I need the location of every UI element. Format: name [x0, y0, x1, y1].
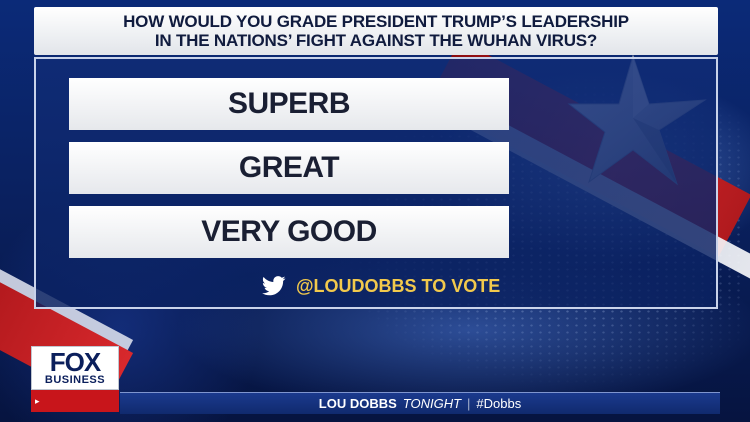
poll-option-label: SUPERB	[227, 87, 351, 120]
twitter-bird-icon	[262, 276, 286, 296]
show-subtitle: TONIGHT	[402, 396, 462, 411]
logo-wordmark: FOX BUSINESS	[31, 346, 119, 390]
poll-option-label: GREAT	[238, 151, 340, 184]
play-arrow-icon: ▸	[35, 395, 40, 406]
ticker-separator: |	[467, 396, 471, 411]
vote-handle-text: @LOUDOBBS TO VOTE	[296, 275, 501, 296]
poll-question: HOW WOULD YOU GRADE PRESIDENT TRUMP’S LE…	[34, 7, 718, 55]
poll-question-line1: HOW WOULD YOU GRADE PRESIDENT TRUMP’S LE…	[123, 12, 629, 31]
vote-call-to-action: @LOUDOBBS TO VOTE	[262, 274, 500, 298]
poll-question-line2: IN THE NATIONS’ FIGHT AGAINST THE WUHAN …	[154, 31, 598, 50]
poll-option-great: GREAT	[69, 142, 509, 194]
show-hashtag: #Dobbs	[476, 396, 522, 411]
logo-fox-text: FOX	[49, 347, 101, 377]
show-ticker: LOU DOBBS TONIGHT | #Dobbs	[120, 392, 720, 414]
poll-option-label: VERY GOOD	[201, 215, 377, 248]
poll-option-superb: SUPERB	[69, 78, 509, 130]
logo-business-text: BUSINESS	[44, 374, 106, 386]
logo-live-bug: ▸	[31, 390, 119, 412]
show-name: LOU DOBBS	[318, 396, 397, 411]
poll-option-very-good: VERY GOOD	[69, 206, 509, 258]
poll-panel: SUPERB GREAT VERY GOOD @LOUDOBBS TO VOTE	[34, 57, 718, 309]
fox-business-logo: FOX BUSINESS ▸	[31, 346, 119, 412]
